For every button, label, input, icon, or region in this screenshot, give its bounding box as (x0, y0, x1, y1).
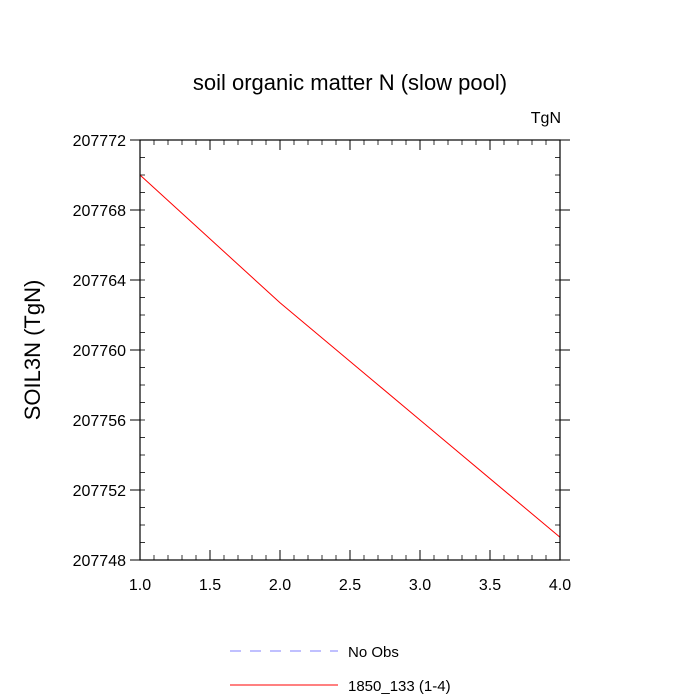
x-tick-label: 4.0 (549, 577, 571, 594)
axis-ticks (130, 139, 570, 561)
chart-title: soil organic matter N (slow pool) (193, 70, 507, 95)
x-tick-label: 2.5 (339, 577, 361, 594)
y-axis-label: SOIL3N (TgN) (20, 280, 45, 421)
x-tick-label: 1.0 (129, 577, 151, 594)
units-label: TgN (531, 110, 561, 127)
y-tick-label: 207772 (73, 133, 126, 150)
x-tick-label: 2.0 (269, 577, 291, 594)
x-tick-label: 3.0 (409, 577, 431, 594)
y-tick-label: 207752 (73, 483, 126, 500)
plot-frame (139, 139, 561, 561)
y-tick-label: 207748 (73, 553, 126, 570)
x-tick-label: 3.5 (479, 577, 501, 594)
y-tick-label: 207768 (73, 203, 126, 220)
y-tick-label: 207764 (73, 273, 126, 290)
y-tick-label: 207756 (73, 413, 126, 430)
series-line-1 (139, 174, 561, 538)
axis-tick-labels: 1.0 1.5 2.0 2.5 3.0 3.5 4.0 207748 207752 207756 2… (73, 133, 572, 594)
series-layer (139, 174, 561, 538)
y-tick-label: 207760 (73, 343, 126, 360)
x-tick-label: 1.5 (199, 577, 221, 594)
legend: No Obs 1850_133 (1-4) (230, 644, 451, 695)
legend-label-1850-133: 1850_133 (1-4) (348, 678, 451, 695)
legend-label-no-obs: No Obs (348, 644, 399, 661)
